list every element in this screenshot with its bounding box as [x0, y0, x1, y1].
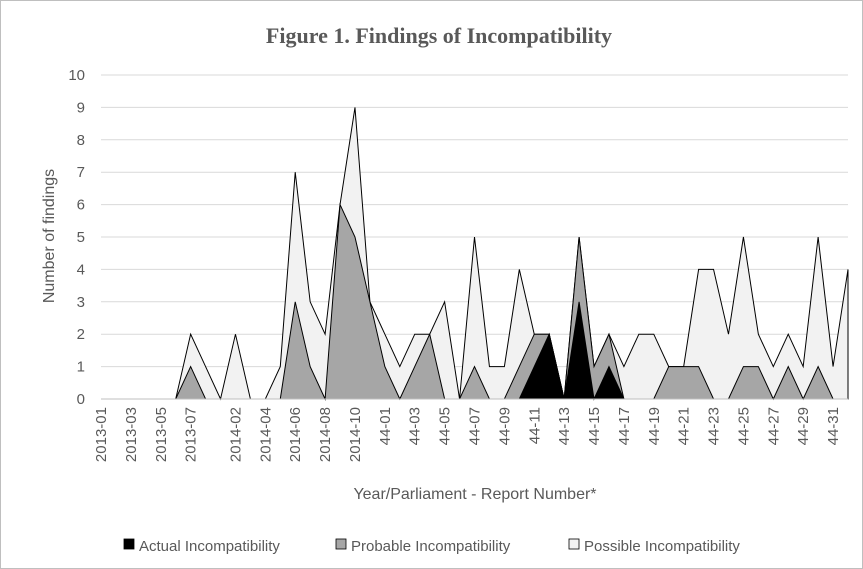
legend-label-actual-incompatibility: Actual Incompatibility [139, 538, 280, 555]
y-tick-label: 8 [77, 132, 85, 149]
area-possible-incompatibility [101, 107, 849, 401]
x-tick-label: 44-29 [795, 407, 812, 445]
legend-swatch-actual-incompatibility [123, 538, 135, 550]
y-tick-label: 1 [77, 359, 85, 376]
x-tick-label: 44-11 [526, 407, 543, 444]
x-tick-label: 44-25 [735, 407, 752, 445]
x-tick-label: 2013-03 [123, 407, 140, 462]
y-axis-title: Number of findings [41, 169, 58, 303]
x-tick-label: 2014-04 [257, 407, 274, 462]
y-tick-label: 10 [68, 67, 85, 84]
legend-label-possible-incompatibility: Possible Incompatibility [584, 538, 740, 555]
y-tick-label: 0 [77, 391, 85, 408]
legend-label-probable-incompatibility: Probable Incompatibility [351, 538, 511, 555]
y-tick-labels: 0 1 2 3 4 5 6 7 8 9 10 [68, 67, 85, 408]
y-tick-label: 4 [77, 261, 85, 278]
x-tick-label: 2013-01 [93, 407, 110, 462]
x-tick-label: 2014-02 [227, 407, 244, 462]
legend-swatch-probable-incompatibility [335, 538, 347, 550]
chart-title: Figure 1. Findings of Incompatibility [266, 23, 612, 48]
x-tick-label: 2014-10 [347, 407, 364, 462]
y-tick-label: 2 [77, 326, 85, 343]
y-tick-label: 7 [77, 164, 85, 181]
y-tick-label: 5 [77, 229, 85, 246]
x-tick-label: 44-17 [616, 407, 633, 445]
y-tick-label: 3 [77, 294, 85, 311]
x-tick-label: 44-09 [496, 407, 513, 445]
legend-swatch-possible-incompatibility [568, 538, 580, 550]
x-tick-label: 2014-06 [287, 407, 304, 462]
x-tick-label: 44-13 [556, 407, 573, 445]
x-tick-labels: 2013-01 2013-03 2013-05 2013-07 2014-02 2014-… [93, 407, 842, 462]
x-tick-label: 44-05 [437, 407, 454, 445]
legend: Actual Incompatibility Probable Incompati… [123, 538, 740, 555]
x-tick-label: 44-23 [706, 407, 723, 445]
y-tick-label: 6 [77, 197, 85, 214]
x-tick-label: 44-19 [646, 407, 663, 445]
x-tick-label: 44-15 [586, 407, 603, 445]
x-axis-title: Year/Parliament - Report Number* [353, 486, 596, 503]
plot-areas [101, 107, 849, 401]
x-tick-label: 2013-05 [153, 407, 170, 462]
x-tick-label: 44-01 [377, 407, 394, 445]
x-tick-label: 44-07 [467, 407, 484, 445]
x-tick-label: 44-21 [676, 407, 693, 445]
x-tick-label: 2014-08 [317, 407, 334, 462]
y-tick-label: 9 [77, 99, 85, 116]
x-tick-label: 44-31 [825, 407, 842, 445]
x-tick-label: 44-03 [407, 407, 424, 445]
x-tick-label: 44-27 [765, 407, 782, 445]
x-tick-label: 2013-07 [183, 407, 200, 462]
